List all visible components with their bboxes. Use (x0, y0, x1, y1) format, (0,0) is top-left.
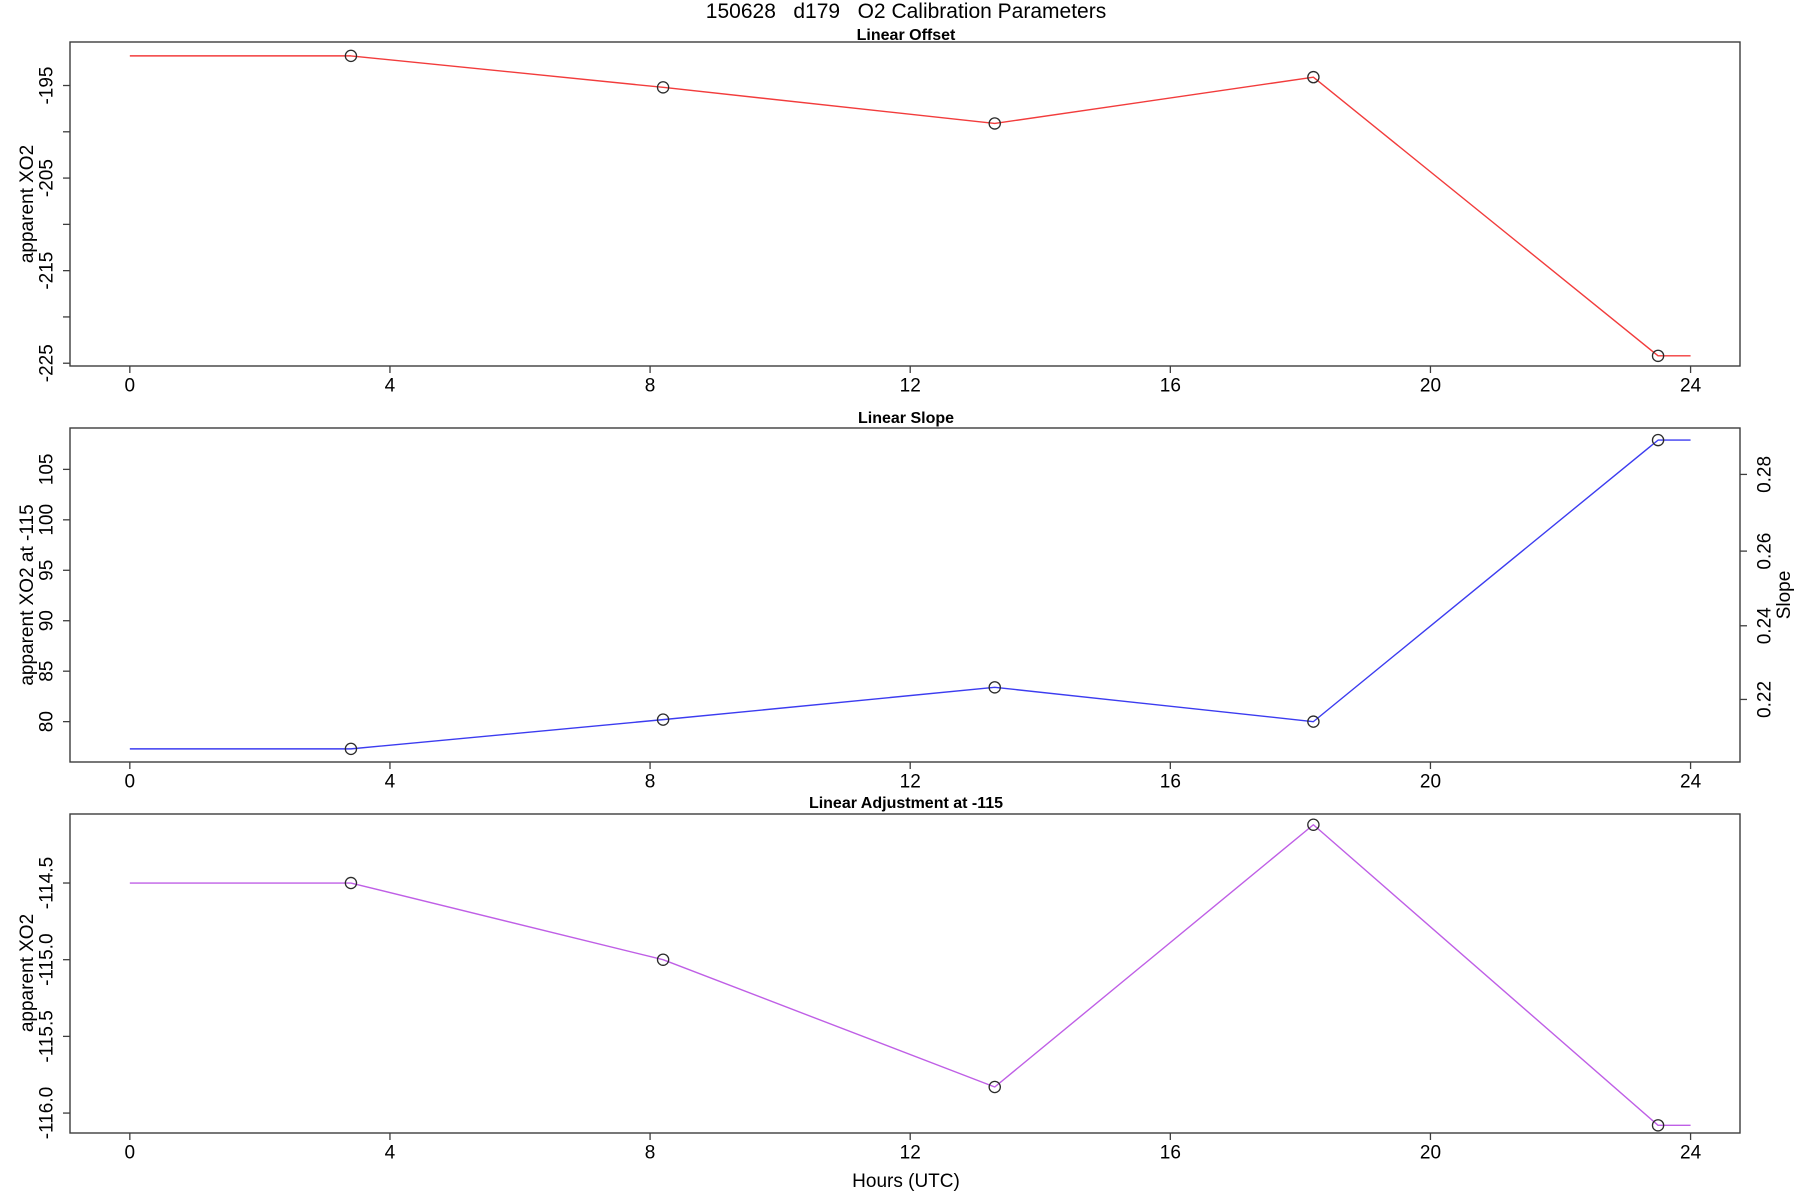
x-tick-label: 12 (900, 1143, 921, 1164)
x-tick-label: 16 (1160, 772, 1181, 793)
data-point-marker (344, 742, 358, 756)
chart-panel: 0 4 8 12 16 20 24 80 85 90 95 100 105 0.22 0.24 0.26 0.2… (37, 427, 1776, 793)
data-point-marker (988, 681, 1001, 694)
y2-tick-label: 0.22 (1755, 681, 1776, 718)
data-point-marker (1651, 433, 1665, 447)
panel3-title: Linear Adjustment at -115 (808, 795, 1004, 812)
data-point-marker (1651, 1119, 1665, 1132)
x-tick-label: 24 (1680, 1143, 1702, 1164)
x-tick-label: 8 (645, 1143, 656, 1164)
x-tick-label: 8 (645, 772, 656, 793)
y-tick-label: 95 (37, 560, 58, 581)
y-tick-label: -195 (37, 66, 58, 104)
data-point-marker (344, 49, 358, 63)
y-tick-label: -225 (37, 344, 58, 382)
x-tick-label: 20 (1420, 376, 1441, 397)
series-line (129, 55, 1691, 357)
y-tick-label: -205 (37, 159, 58, 197)
panel2-title: Linear Slope (857, 410, 955, 427)
x-tick-label: 0 (125, 376, 136, 397)
series-line (129, 439, 1691, 750)
data-point-marker (656, 953, 670, 966)
y-tick-label: 90 (37, 610, 58, 631)
panel1-title: Linear Offset (856, 27, 956, 44)
x-tick-label: 4 (385, 772, 396, 793)
data-point-marker (1307, 818, 1320, 831)
chart-panel: 0 4 8 12 16 20 24 -114.5 -115.0 -115.5 -116.0 (37, 813, 1741, 1164)
data-point-marker (656, 713, 670, 726)
x-tick-label: 20 (1420, 1143, 1441, 1164)
y-tick-label: 100 (37, 504, 58, 536)
y-tick-label: -215 (37, 252, 58, 290)
data-point-marker (988, 117, 1001, 130)
data-point-marker (344, 876, 358, 890)
x-tick-label: 0 (125, 772, 136, 793)
y2-tick-label: 0.24 (1755, 607, 1776, 644)
x-tick-label: 12 (900, 772, 921, 793)
x-axis-label: Hours (UTC) (852, 1171, 960, 1192)
y-tick-label: -115.5 (37, 1010, 58, 1062)
data-point-marker (1307, 70, 1320, 84)
y-tick-label: -115.0 (37, 933, 58, 985)
x-tick-label: 8 (645, 376, 656, 397)
data-point-marker (1307, 715, 1320, 728)
y-tick-label: 105 (37, 454, 58, 486)
x-tick-label: 0 (125, 1143, 136, 1164)
x-tick-label: 20 (1420, 772, 1441, 793)
data-point-marker (988, 1080, 1001, 1094)
x-tick-label: 16 (1160, 1143, 1181, 1164)
x-tick-label: 4 (385, 376, 396, 397)
y-tick-label: -114.5 (37, 857, 58, 909)
y2-tick-label: 0.28 (1755, 456, 1776, 493)
plot-box (69, 41, 1741, 367)
x-tick-label: 4 (385, 1143, 396, 1164)
y2-tick-label: 0.26 (1755, 533, 1776, 570)
series-line (129, 824, 1691, 1127)
y-tick-label: -116.0 (37, 1087, 58, 1139)
x-tick-label: 24 (1680, 376, 1702, 397)
data-point-marker (1651, 349, 1665, 363)
figure-title: 150628 d179 O2 Calibration Parameters (705, 0, 1107, 23)
plot-box (69, 813, 1741, 1134)
x-tick-label: 24 (1680, 772, 1702, 793)
x-tick-label: 12 (900, 376, 921, 397)
plot-box (69, 427, 1741, 763)
y-tick-label: 85 (37, 661, 58, 682)
x-tick-label: 16 (1160, 376, 1181, 397)
y-tick-label: 80 (37, 711, 58, 732)
chart-panel: 0 4 8 12 16 20 24 -195 -205 -215 -225 (37, 41, 1741, 397)
data-point-marker (656, 81, 670, 94)
